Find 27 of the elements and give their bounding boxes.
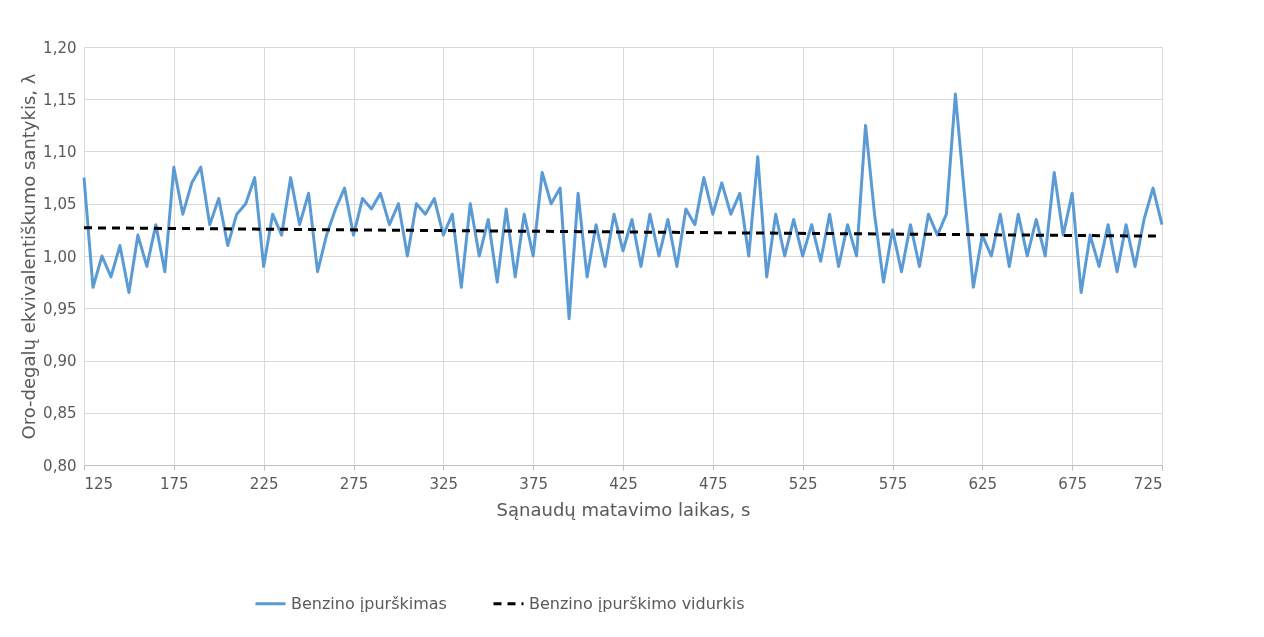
- y-tick-label: 1,15: [43, 90, 77, 109]
- legend-label: Benzino įpurškimo vidurkis: [529, 593, 745, 613]
- x-tick-label: 725: [1133, 474, 1163, 493]
- x-tick-label: 175: [160, 474, 189, 493]
- x-tick-label: 125: [84, 474, 114, 493]
- x-tick-label: 425: [609, 474, 638, 493]
- x-tick-label: 225: [249, 474, 279, 493]
- line-series: [82, 92, 1164, 321]
- x-tick-label: 525: [788, 474, 818, 493]
- legend-label: Benzino įpurškimas: [291, 593, 447, 613]
- y-tick-label: 0,85: [43, 404, 77, 423]
- y-tick-label: 0,95: [43, 299, 77, 318]
- x-tick-label: 375: [519, 474, 548, 493]
- x-tick-label: 575: [878, 474, 908, 493]
- x-axis-title: Sąnaudų matavimo laikas, s: [496, 498, 751, 520]
- x-tick-label: 675: [1058, 474, 1087, 493]
- y-tick-label: 1,10: [43, 143, 77, 161]
- y-tick-label: 1,20: [43, 38, 77, 57]
- y-axis-title: Oro-degalų ekvivalentiškumo santykis, λ: [18, 73, 40, 440]
- y-tick-label: 1,05: [43, 195, 77, 214]
- x-tick-label: 475: [699, 474, 728, 493]
- x-tick-label: 325: [429, 474, 459, 493]
- y-tick-label: 0,80: [43, 456, 77, 475]
- y-tick-label: 1,00: [43, 247, 77, 266]
- y-tick-label: 0,90: [43, 352, 77, 370]
- x-tick-label: 625: [968, 474, 998, 493]
- x-tick-label: 275: [339, 474, 369, 493]
